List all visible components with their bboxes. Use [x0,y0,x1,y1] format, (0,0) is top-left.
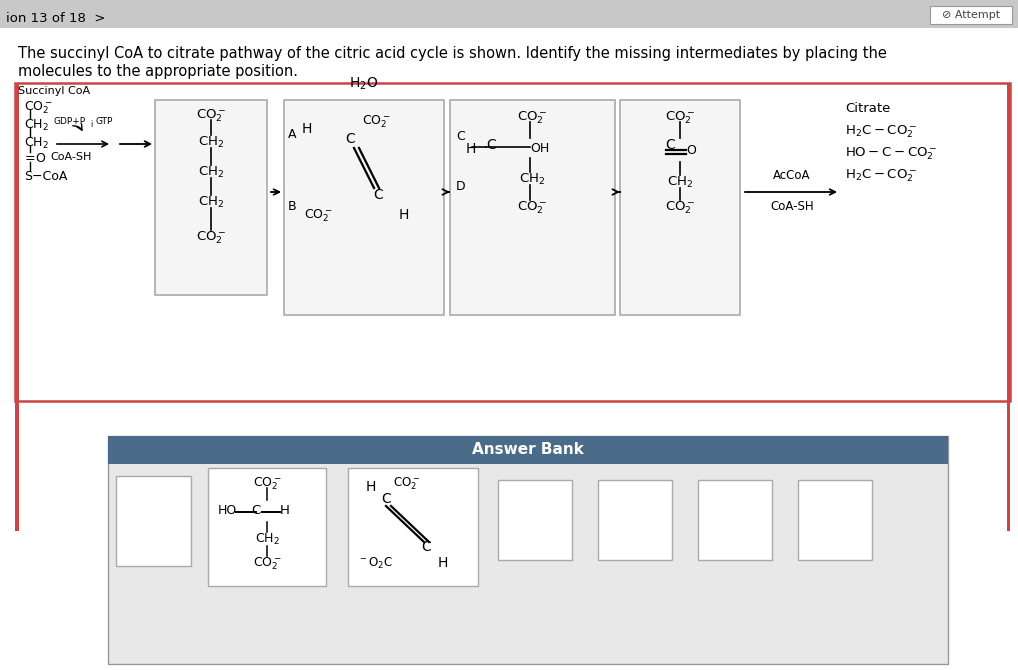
Text: C: C [421,540,431,554]
Bar [15,83,1010,401]
Bar [108,436,948,664]
Text: C: C [345,132,355,146]
Text: C: C [251,504,261,517]
Text: D: D [456,180,465,193]
Bar [208,468,326,586]
Text: Succinyl CoA: Succinyl CoA [18,86,91,96]
Text: $\sf{CO_2^-}$: $\sf{CO_2^-}$ [393,476,420,492]
Bar [620,100,740,315]
Text: $\sf{CO_2^-}$: $\sf{CO_2^-}$ [195,230,226,247]
Bar [155,100,267,295]
Bar [450,100,615,315]
Text: H: H [301,122,312,136]
Text: HO: HO [218,504,237,517]
Text: C: C [381,492,391,506]
Text: $\sf{CO_2^-}$: $\sf{CO_2^-}$ [24,100,53,117]
Bar [284,100,444,315]
Text: $\sf{CO_2^-}$: $\sf{CO_2^-}$ [362,114,391,131]
Text: B: B [288,200,296,213]
Bar [698,480,772,560]
Text: H: H [365,480,376,494]
Text: ⊘ Attempt: ⊘ Attempt [942,10,1000,20]
Text: $\sf{CH_2}$: $\sf{CH_2}$ [254,532,279,547]
Text: $\sf{CO_2^-}$: $\sf{CO_2^-}$ [665,200,695,216]
Text: $\sf{CO_2^-}$: $\sf{CO_2^-}$ [304,208,333,224]
Text: C: C [486,138,496,152]
Bar [1007,83,1010,531]
Text: $\sf{CH_2}$: $\sf{CH_2}$ [197,195,224,210]
Bar [0,0,1018,28]
Text: $\sf{HO-C-CO_2^-}$: $\sf{HO-C-CO_2^-}$ [845,146,938,163]
Text: $\sf{CO_2^-}$: $\sf{CO_2^-}$ [665,110,695,127]
Bar [798,480,872,560]
Text: H: H [465,142,476,156]
Text: $\sf{CH_2}$: $\sf{CH_2}$ [24,136,49,151]
Text: $\sf{CO_2^-}$: $\sf{CO_2^-}$ [252,476,281,492]
Text: $\sf{H_2C-CO_2^-}$: $\sf{H_2C-CO_2^-}$ [845,168,917,184]
Text: Answer Bank: Answer Bank [472,442,584,458]
Text: $\sf{H_2O}$: $\sf{H_2O}$ [349,76,379,92]
Text: $\sf{CH_2}$: $\sf{CH_2}$ [24,118,49,133]
Text: i: i [90,120,93,129]
Text: The succinyl CoA to citrate pathway of the citric acid cycle is shown. Identify : The succinyl CoA to citrate pathway of t… [18,46,887,61]
Text: $\sf{^-O_2C}$: $\sf{^-O_2C}$ [358,556,393,571]
Bar [498,480,572,560]
Bar [348,468,478,586]
Text: Citrate: Citrate [845,102,891,115]
Text: H: H [399,208,409,222]
Text: H: H [438,556,448,570]
Text: CoA-SH: CoA-SH [771,200,813,213]
Text: A: A [288,128,296,141]
Text: CoA-SH: CoA-SH [50,152,92,162]
Text: ion 13 of 18  >: ion 13 of 18 > [6,11,106,25]
Text: GDP+P: GDP+P [54,117,87,126]
Text: GTP: GTP [96,117,113,126]
Text: $\sf{H_2C-CO_2^-}$: $\sf{H_2C-CO_2^-}$ [845,124,917,141]
Text: C: C [456,130,465,143]
Bar [108,436,948,464]
Text: O: O [686,144,696,157]
Bar [116,476,191,566]
Text: $\sf{CH_2}$: $\sf{CH_2}$ [197,135,224,150]
Text: $\sf{\!=\!O}$: $\sf{\!=\!O}$ [24,152,47,165]
Text: H: H [280,504,290,517]
Text: molecules to the appropriate position.: molecules to the appropriate position. [18,64,298,79]
Bar [930,6,1012,24]
Text: $\sf{CH_2}$: $\sf{CH_2}$ [197,165,224,180]
Text: C: C [374,188,383,202]
Text: AcCoA: AcCoA [774,169,810,182]
Text: OH: OH [530,142,550,155]
Text: S−CoA: S−CoA [24,170,67,183]
Text: $\sf{CH_2}$: $\sf{CH_2}$ [519,172,545,187]
Text: $\sf{CO_2^-}$: $\sf{CO_2^-}$ [195,108,226,125]
Text: $\sf{CO_2^-}$: $\sf{CO_2^-}$ [252,556,281,572]
Bar [15,83,19,531]
Text: $\sf{CH_2}$: $\sf{CH_2}$ [667,175,693,190]
Text: $\sf{CO_2^-}$: $\sf{CO_2^-}$ [517,200,548,216]
Text: $\sf{C}$: $\sf{C}$ [665,138,676,152]
Bar [598,480,672,560]
Text: $\sf{CO_2^-}$: $\sf{CO_2^-}$ [517,110,548,127]
